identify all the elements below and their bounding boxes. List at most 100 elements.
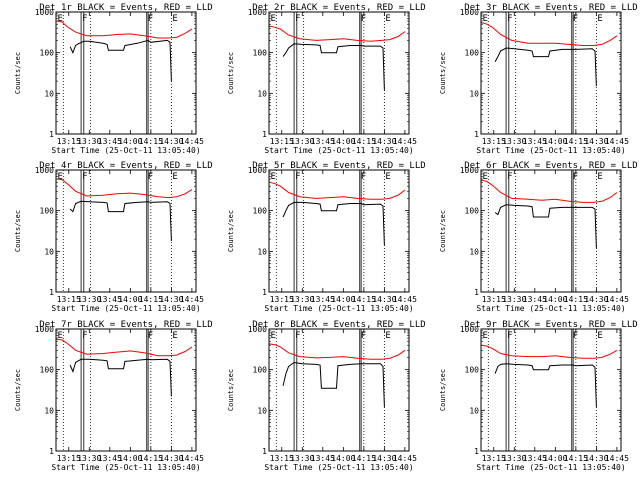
x-tick-label: 13:45: [98, 295, 122, 304]
x-tick-label: 13:30: [290, 454, 314, 463]
detector-panel: Det 8r BLACK = Events, RED = LLD Counts/s…: [227, 320, 426, 472]
y-tick-label: 10: [257, 89, 267, 98]
x-tick-label: 14:30: [584, 295, 608, 304]
marker-label: E: [385, 331, 390, 341]
lld-series-line: [481, 22, 618, 46]
y-tick-label: 1: [262, 288, 267, 297]
x-tick-label: 14:30: [159, 137, 183, 146]
marker-label: F: [295, 331, 300, 341]
x-tick-label: 14:45: [605, 454, 629, 463]
y-tick-label: 1000: [248, 325, 267, 334]
marker-label: E: [385, 14, 390, 24]
marker-label: F: [573, 14, 578, 24]
x-tick-label: 14:45: [180, 454, 204, 463]
y-tick-label: 10: [469, 406, 479, 415]
marker-label: E: [270, 172, 275, 182]
panel-title: Det 2r BLACK = Events, RED = LLD: [252, 3, 425, 13]
y-tick-label: 1: [474, 130, 479, 139]
x-tick-label: 14:30: [584, 454, 608, 463]
x-tick-label: 13:15: [482, 454, 506, 463]
x-tick-label: 13:30: [77, 454, 101, 463]
panel-title: Det 7r BLACK = Events, RED = LLD: [39, 320, 212, 330]
y-tick-label: 1000: [248, 8, 267, 17]
detector-panel: Det 9r BLACK = Events, RED = LLD Counts/s…: [439, 320, 638, 472]
marker-label: F: [361, 331, 366, 341]
plot-frame: [480, 169, 622, 293]
x-tick-label: 14:15: [139, 137, 163, 146]
y-tick-label: 100: [40, 207, 55, 216]
y-tick-label: 10: [257, 406, 267, 415]
detector-panel: Det 3r BLACK = Events, RED = LLD Counts/s…: [439, 3, 638, 155]
x-tick-label: 14:45: [393, 295, 417, 304]
events-series-line: [69, 358, 172, 397]
x-tick-label: 14:15: [139, 295, 163, 304]
x-tick-label: 14:15: [139, 454, 163, 463]
x-tick-label: 14:15: [352, 454, 376, 463]
x-tick-label: 14:15: [564, 454, 588, 463]
y-axis-label: Counts/sec: [439, 369, 447, 411]
events-series-line: [69, 200, 172, 242]
events-series-line: [494, 204, 597, 249]
y-tick-label: 100: [40, 49, 55, 58]
x-tick-label: 14:45: [605, 137, 629, 146]
x-tick-label: 14:45: [605, 295, 629, 304]
lld-series-line: [481, 179, 618, 203]
y-tick-label: 1: [262, 447, 267, 456]
x-tick-label: 14:30: [372, 137, 396, 146]
y-tick-label: 1: [49, 288, 54, 297]
x-tick-label: 14:15: [352, 295, 376, 304]
x-tick-label: 14:45: [393, 137, 417, 146]
marker-label: E: [57, 14, 62, 24]
detector-panel: Det 5r BLACK = Events, RED = LLD Counts/s…: [227, 161, 426, 313]
x-tick-label: 13:15: [482, 137, 506, 146]
marker-label: F: [148, 331, 153, 341]
y-tick-label: 1: [262, 130, 267, 139]
x-tick-label: 14:15: [352, 137, 376, 146]
marker-label: F: [148, 172, 153, 182]
marker-label: F: [507, 331, 512, 341]
x-tick-label: 14:30: [372, 295, 396, 304]
x-axis-label: Start Time (25-Oct-11 13:05:40): [264, 146, 413, 155]
x-axis-label: Start Time (25-Oct-11 13:05:40): [264, 304, 413, 313]
lld-series-line: [56, 178, 193, 199]
y-tick-label: 1: [49, 447, 54, 456]
marker-label: E: [482, 331, 487, 341]
x-tick-label: 13:45: [311, 454, 335, 463]
x-tick-label: 14:00: [331, 295, 355, 304]
marker-label: E: [270, 331, 275, 341]
events-series-line: [282, 361, 385, 408]
x-tick-label: 13:15: [270, 454, 294, 463]
y-axis-label: Counts/sec: [439, 52, 447, 94]
y-axis-label: Counts/sec: [227, 369, 235, 411]
lld-series-line: [269, 181, 406, 200]
y-tick-label: 1: [474, 288, 479, 297]
x-tick-label: 13:45: [523, 295, 547, 304]
x-axis-label: Start Time (25-Oct-11 13:05:40): [264, 463, 413, 472]
events-series-line: [494, 363, 597, 408]
x-tick-label: 14:00: [118, 454, 142, 463]
panel-title: Det 8r BLACK = Events, RED = LLD: [252, 320, 425, 330]
marker-label: F: [295, 14, 300, 24]
y-tick-label: 100: [465, 366, 480, 375]
marker-label: F: [148, 14, 153, 24]
x-tick-label: 14:00: [543, 137, 567, 146]
marker-label: E: [597, 331, 602, 341]
plot-frame: [480, 328, 622, 452]
x-tick-label: 14:00: [331, 454, 355, 463]
events-series-line: [282, 201, 385, 246]
y-tick-label: 100: [253, 366, 268, 375]
events-series-line: [69, 39, 172, 82]
y-axis-label: Counts/sec: [14, 369, 22, 411]
marker-label: E: [482, 172, 487, 182]
panel-title: Det 5r BLACK = Events, RED = LLD: [252, 161, 425, 171]
x-tick-label: 13:45: [311, 295, 335, 304]
y-axis-label: Counts/sec: [14, 210, 22, 252]
x-tick-label: 14:45: [180, 137, 204, 146]
y-tick-label: 1000: [460, 8, 479, 17]
x-axis-label: Start Time (25-Oct-11 13:05:40): [51, 304, 200, 313]
marker-label: E: [172, 172, 177, 182]
x-tick-label: 13:45: [523, 454, 547, 463]
marker-label: F: [295, 172, 300, 182]
y-tick-label: 100: [465, 207, 480, 216]
lld-series-line: [56, 20, 193, 39]
